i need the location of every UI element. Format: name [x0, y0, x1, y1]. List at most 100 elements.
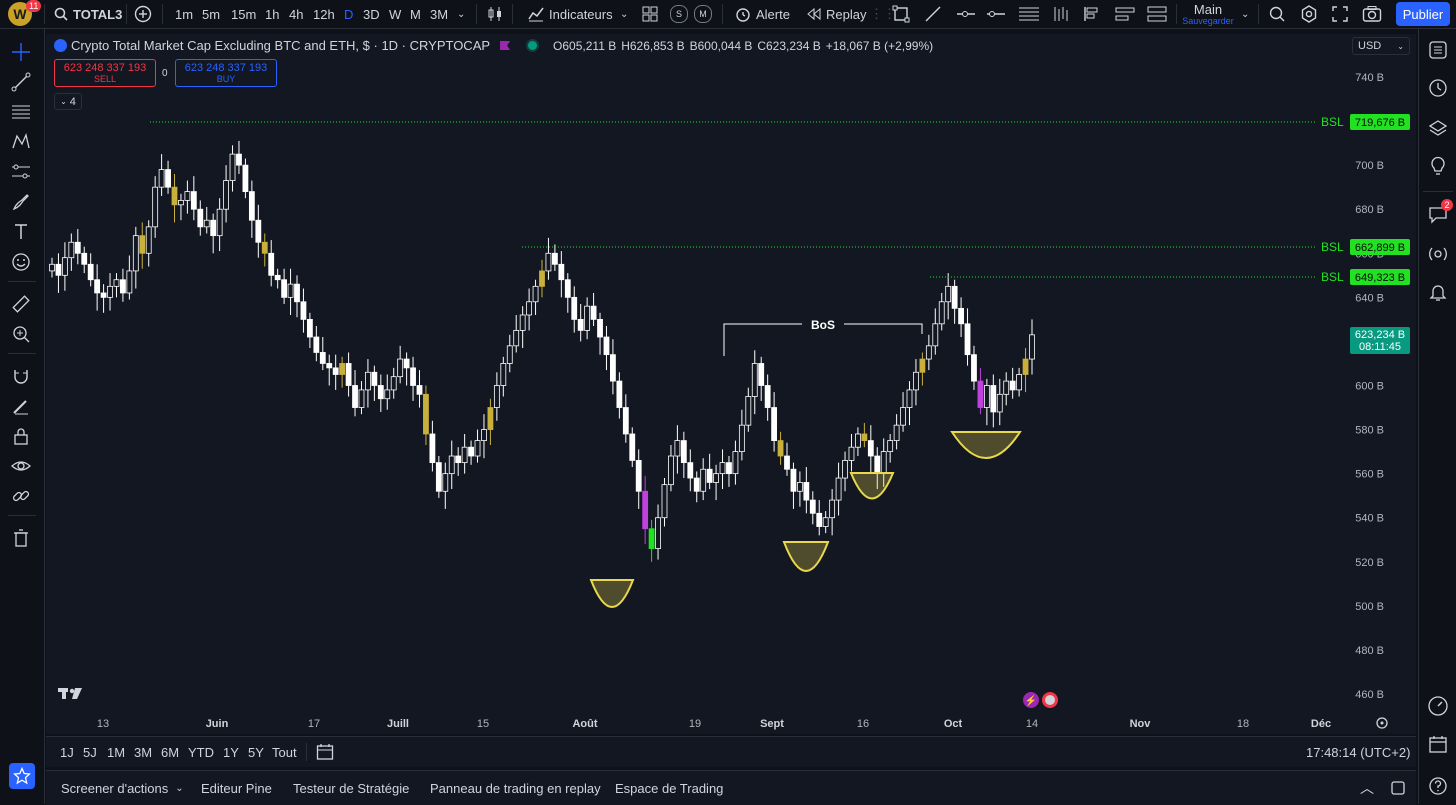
forecast-tool[interactable] [10, 161, 32, 183]
interval-3d[interactable]: 3D [363, 0, 380, 28]
lock-drawings-tool[interactable] [10, 425, 32, 447]
currency-select[interactable]: USD ⌄ [1352, 37, 1410, 55]
interval-12h[interactable]: 12h [313, 0, 335, 28]
favorites-tool[interactable] [9, 763, 35, 789]
indicators-button[interactable]: Indicateurs [527, 0, 613, 28]
streams-button[interactable] [1427, 243, 1449, 265]
ruler-tool[interactable] [10, 293, 32, 315]
drag-handle-icon[interactable]: ⋮⋮ [870, 6, 896, 21]
interval-dropdown[interactable]: ⌄ [457, 0, 465, 28]
range-all[interactable]: Tout [272, 737, 297, 767]
watchlist-button[interactable] [1427, 39, 1449, 61]
interval-15m[interactable]: 15m [231, 0, 256, 28]
hotlists-button[interactable] [1427, 695, 1449, 717]
emoji-tool[interactable] [10, 251, 32, 273]
range-3m[interactable]: 3M [134, 737, 152, 767]
text-tool[interactable] [10, 221, 32, 243]
time-axis[interactable]: 13 Juin 17 Juill 15 Août 19 Sept 16 Oct 14 Nov 18 Déc [97, 718, 1331, 730]
trendline-tool[interactable] [924, 0, 942, 28]
range-5d[interactable]: 5J [83, 737, 97, 767]
interval-m[interactable]: M [410, 0, 421, 28]
lightning-event-icon[interactable] [1023, 692, 1039, 708]
interval-4h[interactable]: 4h [289, 0, 303, 28]
goto-date-button[interactable] [316, 737, 334, 767]
interval-1m[interactable]: 1m [175, 0, 193, 28]
fib-tool-left[interactable] [10, 101, 32, 123]
range-1y[interactable]: 1Y [223, 737, 239, 767]
alerts-panel-button[interactable] [1427, 77, 1449, 99]
interval-1h[interactable]: 1h [265, 0, 279, 28]
timezone-clock[interactable]: 17:48:14 (UTC+2) [1306, 737, 1410, 767]
fib-tool[interactable] [1018, 0, 1040, 28]
collapse-panel-button[interactable]: ︿ [1360, 771, 1374, 805]
drawing-mode-tool[interactable] [10, 395, 32, 417]
trend-line-tool[interactable] [10, 71, 32, 93]
publish-button[interactable]: Publier [1396, 2, 1450, 26]
chart-type-button[interactable] [486, 0, 504, 28]
symbol-title[interactable]: Crypto Total Market Cap Excluding BTC an… [71, 38, 491, 53]
tab-replay-trading[interactable]: Panneau de trading en replay [430, 771, 601, 805]
tab-pine-editor[interactable]: Editeur Pine [201, 771, 272, 805]
position-tool[interactable] [1082, 0, 1100, 28]
layout-menu[interactable]: Main Sauvegarder [1180, 0, 1236, 28]
tradingview-logo[interactable] [58, 688, 82, 699]
brush-tool[interactable] [10, 191, 32, 213]
horizontal-ray-tool[interactable] [956, 0, 976, 28]
indicators-toggle[interactable]: ⌄ 4 [54, 93, 82, 110]
interval-w[interactable]: W [389, 0, 401, 28]
range-6m[interactable]: 6M [161, 737, 179, 767]
flag-icon[interactable] [500, 41, 511, 50]
pattern-tool-left[interactable] [10, 131, 32, 153]
bowl-highlight-1[interactable] [589, 579, 635, 608]
range-5y[interactable]: 5Y [248, 737, 264, 767]
long-position-tool[interactable] [1052, 0, 1072, 28]
bowl-highlight-4[interactable] [950, 431, 1022, 459]
hide-drawings-tool[interactable] [10, 455, 32, 477]
zoom-tool[interactable] [10, 323, 32, 345]
fullscreen-button[interactable] [1332, 0, 1348, 28]
link-tool[interactable] [10, 485, 32, 507]
interval-d-active[interactable]: D [344, 0, 353, 28]
pattern-tool[interactable] [1114, 0, 1136, 28]
chats-button[interactable]: 2 [1427, 199, 1453, 225]
replay-button[interactable]: Replay [806, 0, 866, 28]
interval-3m[interactable]: 3M [430, 0, 448, 28]
calendar-button[interactable] [1427, 733, 1449, 755]
horizontal-line-tool[interactable] [986, 0, 1006, 28]
symbol-search[interactable]: TOTAL3 [54, 0, 122, 28]
remove-drawings-tool[interactable] [10, 527, 32, 549]
quick-search-button[interactable] [1268, 0, 1286, 28]
crosshair-tool[interactable] [10, 41, 32, 63]
ideas-button[interactable] [1427, 155, 1449, 177]
bowl-highlight-3[interactable] [849, 472, 895, 500]
tab-strategy-tester[interactable]: Testeur de Stratégie [293, 771, 409, 805]
interval-5m[interactable]: 5m [202, 0, 220, 28]
range-ytd[interactable]: YTD [188, 737, 214, 767]
compare-button[interactable] [134, 0, 152, 28]
magnet-tool[interactable] [10, 365, 32, 387]
maximize-panel-button[interactable] [1390, 771, 1406, 805]
rectangle-tool[interactable] [892, 0, 910, 28]
buy-button[interactable]: 623 248 337 193 BUY [175, 59, 277, 87]
help-button[interactable] [1427, 775, 1449, 797]
templates-button[interactable] [642, 0, 658, 28]
indicators-dropdown[interactable]: ⌄ [620, 0, 628, 28]
notifications-button[interactable] [1427, 281, 1449, 303]
m-badge[interactable]: M [694, 0, 712, 28]
bowl-highlight-2[interactable] [782, 541, 830, 572]
object-tree-button[interactable] [1427, 117, 1449, 139]
settings-button[interactable] [1300, 0, 1318, 28]
s-badge[interactable]: S [670, 0, 688, 28]
user-avatar[interactable]: W 11 [8, 0, 42, 28]
layout-dropdown[interactable]: ⌄ [1241, 0, 1249, 28]
alert-button[interactable]: Alerte [734, 0, 790, 28]
time-axis-settings-icon[interactable] [1376, 717, 1388, 729]
measure-tool[interactable] [1146, 0, 1168, 28]
tab-trading-panel[interactable]: Espace de Trading [615, 771, 723, 805]
sell-button[interactable]: 623 248 337 193 SELL [54, 59, 156, 87]
snapshot-button[interactable] [1362, 0, 1382, 28]
range-1m[interactable]: 1M [107, 737, 125, 767]
